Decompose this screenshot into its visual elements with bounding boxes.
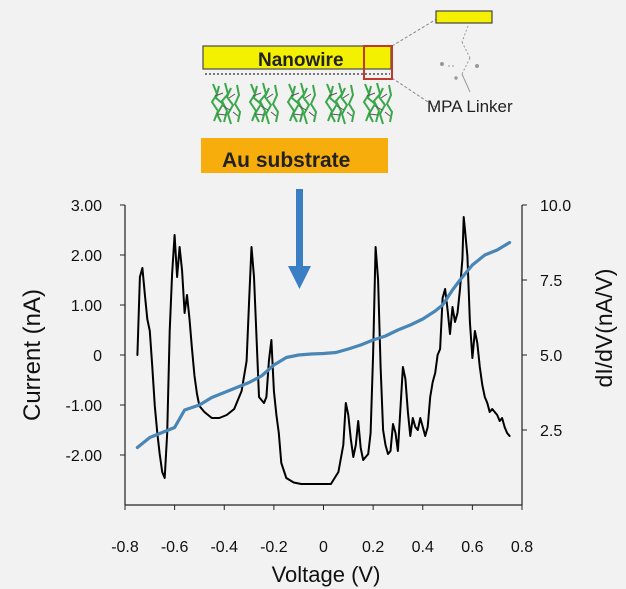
schematic: Nanowire MPA Linker Au substrate <box>201 10 513 289</box>
y2-axis-label: dI/dV(nA/V) <box>591 269 617 388</box>
x-tick-label: 0.2 <box>362 539 384 556</box>
iv-chart: -0.8 -0.6 -0.4 -0.2 0 0.2 0.4 0.6 0.8 3.00 2.00 1.… <box>19 198 617 587</box>
x-axis-label: Voltage (V) <box>272 562 381 587</box>
nanowire-label: Nanowire <box>258 50 344 71</box>
linker-molecules <box>210 82 394 125</box>
y2-tick-label: 2.5 <box>540 423 562 440</box>
linker-molecule <box>362 82 394 125</box>
current-series-line <box>135 240 512 450</box>
x-tick-label: 0.8 <box>511 539 533 556</box>
y-tick-label: 2.00 <box>71 248 102 265</box>
y-axis-right: 10.0 7.5 5.0 2.5 <box>521 198 571 505</box>
zoom-line-top <box>391 16 441 47</box>
linker-molecule <box>210 82 242 125</box>
y-tick-label: 3.00 <box>71 198 102 215</box>
arrow-shaft <box>296 189 303 267</box>
x-tick-label: -0.8 <box>111 539 139 556</box>
linker-molecule <box>324 82 356 125</box>
y2-tick-label: 7.5 <box>540 273 562 290</box>
didv-series-line <box>136 216 511 485</box>
inset-linker-molecule <box>440 25 479 93</box>
y2-tick-label: 10.0 <box>540 198 571 215</box>
y-tick-label: 0 <box>93 348 102 365</box>
x-tick-label: -0.4 <box>210 539 238 556</box>
y-tick-label: 1.00 <box>71 298 102 315</box>
x-tick-label: -0.2 <box>260 539 288 556</box>
y-axis-label: Current (nA) <box>19 289 46 421</box>
arrow-head <box>288 266 311 289</box>
au-substrate <box>201 138 388 173</box>
y-axis-left: 3.00 2.00 1.00 0 -1.00 -2.00 <box>66 198 126 505</box>
highlight-box <box>363 45 393 80</box>
inset-nanowire <box>435 10 493 24</box>
x-tick-label: 0.6 <box>461 539 483 556</box>
linker-molecule <box>248 82 280 125</box>
y-tick-label: -1.00 <box>66 398 103 415</box>
x-axis: -0.8 -0.6 -0.4 -0.2 0 0.2 0.4 0.6 0.8 <box>111 504 533 556</box>
y-tick-label: -2.00 <box>66 448 103 465</box>
linker-molecule <box>286 82 318 125</box>
linker-label: MPA Linker <box>427 97 513 116</box>
y2-tick-label: 5.0 <box>540 348 562 365</box>
x-tick-label: 0 <box>319 539 328 556</box>
x-tick-label: -0.6 <box>161 539 189 556</box>
series <box>135 216 512 485</box>
x-tick-label: 0.4 <box>412 539 434 556</box>
substrate-label: Au substrate <box>222 149 350 172</box>
